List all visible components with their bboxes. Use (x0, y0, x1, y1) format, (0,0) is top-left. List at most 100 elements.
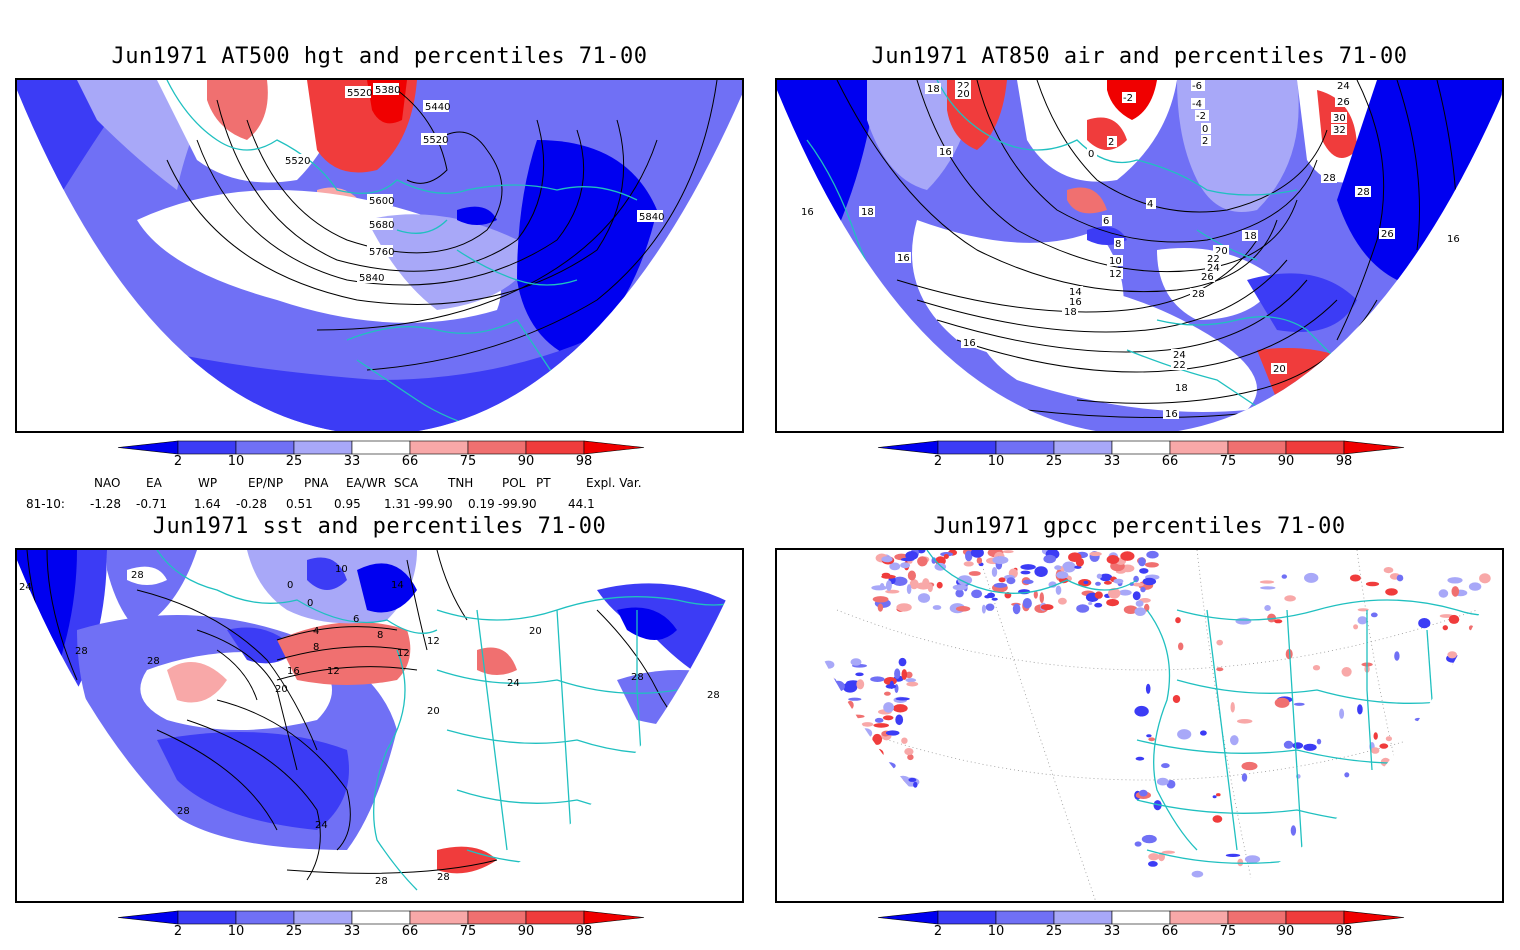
contour-label: -4 (1192, 99, 1202, 110)
precip-anomaly-cell (932, 605, 942, 610)
precip-anomaly-cell (1235, 617, 1252, 625)
precip-anomaly-cell (971, 589, 983, 599)
precip-anomaly-cell (810, 768, 821, 780)
precip-anomaly-cell (1496, 636, 1502, 644)
precip-anomaly-cell (852, 762, 858, 773)
colorbar-tick-label: 33 (1103, 454, 1121, 469)
precip-anomaly-cell (814, 671, 825, 677)
contour-label: 18 (1175, 383, 1188, 394)
colorbar-tick-label: 98 (575, 924, 593, 939)
map-panel-sst: 24 28 28 28 0 0 10 14 6 4 8 8 12 16 20 1… (15, 548, 744, 903)
contour-label: 22 (957, 81, 970, 92)
colorbar-segment (467, 440, 527, 455)
colorbar-tick-label: 66 (401, 924, 419, 939)
precip-anomaly-cell (889, 680, 894, 689)
precip-anomaly-cell (955, 589, 964, 598)
contour-label: 18 (1064, 307, 1077, 318)
precip-anomaly-cell (1148, 861, 1158, 867)
precip-anomaly-cell (804, 729, 819, 734)
precip-anomaly-cell (870, 676, 885, 682)
precip-anomaly-cell (963, 561, 974, 567)
colorbar-tick-label: 25 (285, 454, 303, 469)
precip-anomaly-cell (807, 700, 812, 705)
precip-anomaly-cell (1484, 711, 1493, 716)
precip-anomaly-cell (881, 574, 896, 579)
precip-anomaly-cell (1120, 551, 1135, 561)
precip-anomaly-cell (848, 697, 862, 701)
precip-anomaly-cell (793, 814, 808, 824)
precip-anomaly-cell (1012, 603, 1021, 615)
precip-anomaly-cell (1161, 763, 1170, 769)
precip-anomaly-cell (880, 800, 889, 806)
precip-anomaly-cell (838, 730, 848, 734)
precip-anomaly-cell (965, 550, 973, 562)
colorbar-tick-label: 90 (1277, 924, 1295, 939)
precip-anomaly-cell (1357, 608, 1369, 612)
colorbar-segment (1285, 910, 1345, 925)
precip-anomaly-cell (1452, 662, 1457, 668)
colorbar-segment (1343, 910, 1405, 925)
precip-anomaly-cell (849, 815, 858, 820)
precip-anomaly-cell (1448, 614, 1460, 624)
precip-anomaly-cell (1148, 853, 1160, 861)
precip-anomaly-cell (927, 583, 933, 593)
tel-value: 1.64 (194, 497, 221, 511)
contour-label: 22 (1207, 254, 1220, 265)
precip-anomaly-cell (1477, 747, 1490, 759)
precip-anomaly-cell (1140, 586, 1146, 593)
precip-anomaly-cell (840, 816, 853, 826)
panel-title-hgt500: Jun1971 AT500 hgt and percentiles 71-00 (111, 44, 648, 69)
precip-anomaly-cell (1289, 855, 1297, 861)
contour-label: 28 (75, 646, 88, 657)
precip-anomaly-cell (822, 795, 829, 806)
precip-anomaly-cell (855, 672, 864, 677)
precip-anomaly-cell (1373, 732, 1378, 740)
colorbar-tick-label: 90 (517, 454, 535, 469)
tel-header: PNA (304, 476, 329, 490)
contour-label: 0 (307, 598, 313, 609)
precip-anomaly-cell (1216, 639, 1223, 646)
contour-label: 16 (287, 666, 300, 677)
precip-anomaly-cell (833, 745, 849, 750)
colorbar-segment (1285, 440, 1345, 455)
precip-anomaly-cell (1312, 665, 1321, 671)
precip-anomaly-cell (793, 693, 810, 698)
precip-anomaly-cell (1006, 577, 1016, 585)
precip-anomaly-cell (1260, 586, 1276, 590)
precip-anomaly-cell (1414, 717, 1422, 722)
precip-anomaly-cell (1468, 625, 1474, 631)
precip-anomaly-cell (1230, 702, 1235, 713)
precip-anomaly-cell (856, 679, 865, 690)
precip-anomaly-cell (1200, 730, 1207, 736)
precip-anomaly-cell (856, 798, 867, 803)
colorbar-segment (351, 910, 411, 925)
map-panel-hgt500: 5380 5520 5440 5520 5520 5600 5680 5760 … (15, 78, 744, 433)
precip-anomaly-cell (898, 657, 907, 667)
precip-anomaly-cell (815, 673, 823, 683)
precip-anomaly-cell (1156, 777, 1169, 786)
colorbar-segment (409, 910, 469, 925)
precip-anomaly-cell (1094, 591, 1103, 599)
colorbar-tick-label: 33 (1103, 924, 1121, 939)
contour-label: 16 (801, 207, 814, 218)
precip-anomaly-cell (905, 678, 917, 683)
colorbar-segment (877, 440, 939, 455)
tel-value: 44.1 (568, 497, 595, 511)
precip-anomaly-cell (968, 571, 981, 576)
precip-anomaly-cell (824, 804, 830, 814)
colorbar-segment (293, 440, 353, 455)
precip-anomaly-cell (792, 694, 803, 702)
precip-anomaly-cell (1454, 857, 1465, 866)
contour-label: 28 (631, 672, 644, 683)
precip-anomaly-cell (1241, 761, 1258, 771)
precip-anomaly-cell (1371, 747, 1380, 754)
precip-anomaly-cell (991, 597, 998, 601)
precip-anomaly-cell (1353, 624, 1359, 630)
precip-anomaly-cell (795, 687, 803, 693)
contour-label: 28 (147, 656, 160, 667)
precip-anomaly-cell (882, 715, 894, 721)
contour-label: 6 (353, 614, 359, 625)
contour-label: 0 (287, 580, 293, 591)
colorbar-tick-label: 98 (1335, 454, 1353, 469)
precip-anomaly-cell (1225, 853, 1241, 857)
